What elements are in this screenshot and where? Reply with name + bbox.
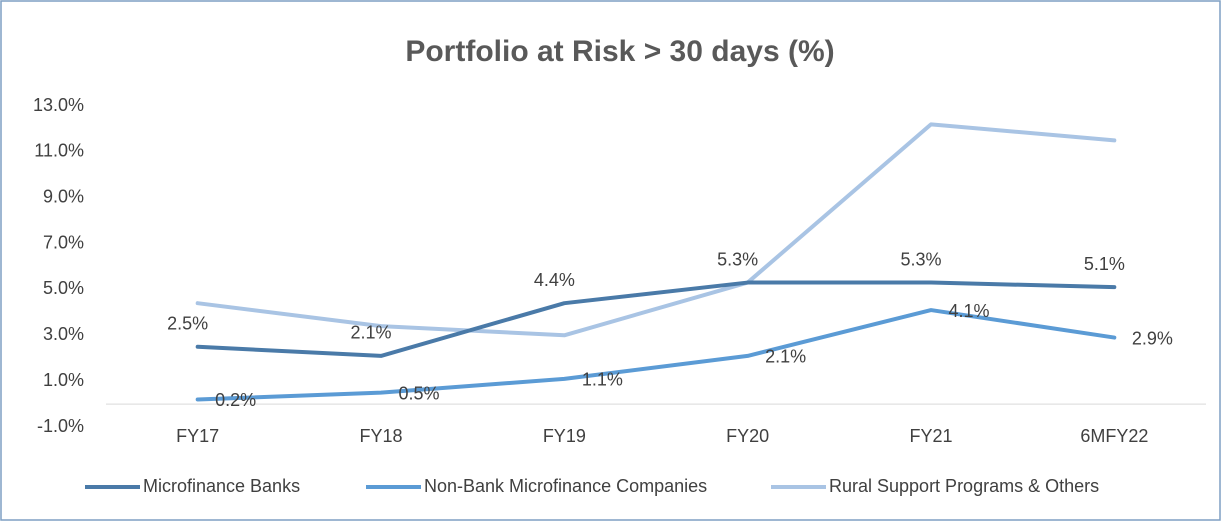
data-label: 4.4% xyxy=(534,270,575,290)
legend-label: Rural Support Programs & Others xyxy=(829,476,1099,496)
series-line xyxy=(195,308,1117,402)
series-line xyxy=(195,280,1117,358)
x-tick-label: 6MFY22 xyxy=(1080,426,1148,446)
legend-label: Microfinance Banks xyxy=(143,476,300,496)
series-line xyxy=(195,122,1117,338)
data-label: 2.1% xyxy=(350,323,391,343)
y-tick-label: 7.0% xyxy=(43,232,84,252)
data-label: 2.5% xyxy=(167,314,208,334)
data-label: 0.5% xyxy=(398,383,439,403)
y-tick-label: 3.0% xyxy=(43,324,84,344)
y-tick-label: 9.0% xyxy=(43,186,84,206)
y-tick-label: 11.0% xyxy=(34,141,84,161)
data-label: 5.3% xyxy=(900,249,941,269)
y-tick-label: 5.0% xyxy=(43,278,84,298)
chart-title: Portfolio at Risk > 30 days (%) xyxy=(405,35,834,68)
data-label: 5.3% xyxy=(717,249,758,269)
x-tick-label: FY20 xyxy=(726,426,769,446)
x-tick-label: FY19 xyxy=(543,426,586,446)
data-label: 0.2% xyxy=(215,390,256,410)
y-tick-label: 1.0% xyxy=(43,370,84,390)
legend-label: Non-Bank Microfinance Companies xyxy=(424,476,707,496)
data-label: 4.1% xyxy=(948,301,989,321)
x-tick-label: FY18 xyxy=(359,426,402,446)
data-label: 2.9% xyxy=(1132,328,1173,348)
y-tick-label: -1.0% xyxy=(37,416,84,436)
y-tick-label: 13.0% xyxy=(33,95,84,115)
x-tick-label: FY17 xyxy=(176,426,219,446)
data-label: 1.1% xyxy=(582,370,623,390)
data-label: 2.1% xyxy=(765,347,806,367)
data-label: 5.1% xyxy=(1084,254,1125,274)
x-tick-label: FY21 xyxy=(909,426,952,446)
